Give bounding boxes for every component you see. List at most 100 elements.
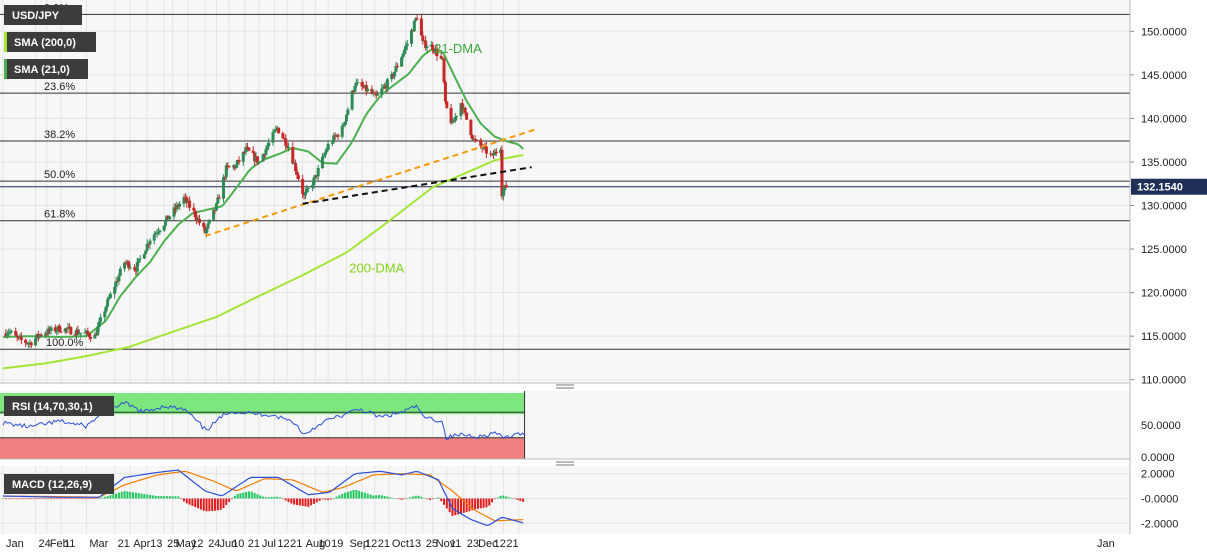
macd-histogram-bar <box>493 498 496 500</box>
x-tick-label: 21 <box>248 538 260 550</box>
macd-histogram-bar <box>516 498 519 500</box>
x-tick-label: 11 <box>450 538 461 550</box>
candle-body <box>424 40 428 49</box>
candle-body <box>376 94 380 96</box>
macd-histogram-bar <box>208 498 211 512</box>
x-tick-label: 21 <box>118 538 130 550</box>
candle-body <box>156 231 160 233</box>
candle-body <box>172 207 176 217</box>
candle-body <box>445 101 449 108</box>
macd-histogram-bar <box>160 496 163 499</box>
candle-body <box>294 163 298 172</box>
candle-body <box>148 240 152 245</box>
candle-body <box>415 18 419 20</box>
macd-histogram-bar <box>106 496 109 499</box>
price-panel[interactable] <box>0 0 1130 383</box>
candle-body <box>26 343 30 345</box>
macd-histogram-bar <box>344 492 347 499</box>
price-tick-label: 115.0000 <box>1141 331 1186 343</box>
macd-histogram-bar <box>214 498 217 511</box>
macd-histogram-bar <box>137 493 140 499</box>
trendline <box>302 166 532 205</box>
candle-body <box>227 166 231 168</box>
candle-body <box>19 336 23 340</box>
macd-histogram-bar <box>417 495 420 499</box>
macd-histogram-bar <box>78 498 81 500</box>
candle-body <box>222 177 226 199</box>
resize-handle-rsi[interactable] <box>556 384 574 389</box>
macd-legend[interactable]: MACD (12,26,9) <box>4 474 114 494</box>
macd-histogram-bar <box>394 498 397 500</box>
macd-histogram-bar <box>259 495 262 499</box>
macd-histogram-bar <box>377 495 380 499</box>
macd-histogram-bar <box>510 498 513 499</box>
macd-histogram-bar <box>13 498 16 500</box>
candle-body <box>53 327 57 332</box>
macd-histogram-bar <box>369 494 372 499</box>
macd-histogram-bar <box>146 494 149 499</box>
macd-histogram-bar <box>58 498 61 500</box>
candle-body <box>15 335 19 337</box>
candle-body <box>344 114 348 122</box>
candle-body <box>113 287 117 294</box>
symbol-label-text: USD/JPY <box>12 10 60 22</box>
macd-histogram-bar <box>513 498 516 500</box>
candle-body <box>469 119 473 136</box>
candle-body <box>267 142 271 147</box>
candle-body <box>366 89 370 92</box>
macd-histogram-bar <box>55 498 58 500</box>
macd-histogram-bar <box>270 496 273 499</box>
candle-body <box>465 112 469 120</box>
macd-histogram-bar <box>462 498 465 513</box>
macd-histogram-bar <box>242 492 245 499</box>
candle-body <box>325 149 329 153</box>
x-tick-label: Mar <box>89 538 108 550</box>
macd-histogram-bar <box>250 491 253 499</box>
resize-handle-macd[interactable] <box>556 461 574 466</box>
sma200-legend-text: SMA (200,0) <box>14 37 76 49</box>
macd-histogram-bar <box>180 498 183 500</box>
macd-histogram-bar <box>321 498 324 500</box>
candle-body <box>145 243 149 251</box>
candle-body <box>178 203 182 207</box>
candle-body <box>49 327 53 331</box>
macd-histogram-bar <box>134 492 137 499</box>
candle-body <box>162 225 166 231</box>
x-tick-label: 10 <box>232 538 244 550</box>
rsi-legend[interactable]: RSI (14,70,30,1) <box>4 396 114 416</box>
candle-body <box>34 338 38 346</box>
macd-histogram-bar <box>86 498 89 500</box>
x-tick-label: 12 <box>365 538 377 550</box>
macd-histogram-bar <box>233 495 236 499</box>
candle-body <box>271 132 275 143</box>
rsi-line <box>2 401 525 440</box>
macd-chart <box>2 469 525 526</box>
macd-histogram-bar <box>205 498 208 512</box>
macd-histogram-bar <box>61 498 64 500</box>
macd-histogram-bar <box>16 498 19 500</box>
macd-histogram-bar <box>358 490 361 499</box>
candle-body <box>405 43 409 46</box>
macd-histogram-bar <box>287 498 290 502</box>
macd-histogram-bar <box>389 497 392 499</box>
candle-body <box>326 143 330 150</box>
candlesticks <box>4 14 508 349</box>
macd-histogram-bar <box>341 493 344 499</box>
macd-histogram-bar <box>199 498 202 510</box>
candle-body <box>443 82 447 102</box>
sma21-legend[interactable]: SMA (21,0) <box>4 59 88 79</box>
candle-body <box>404 45 408 50</box>
x-tick-label: Jan <box>6 538 24 550</box>
x-tick-label: 12 <box>277 538 289 550</box>
macd-histogram-bar <box>83 498 86 500</box>
macd-histogram-bar <box>165 496 168 499</box>
candle-body <box>482 146 486 149</box>
candle-body <box>257 161 261 163</box>
sma200-legend[interactable]: SMA (200,0) <box>4 32 96 52</box>
candle-body <box>138 258 142 260</box>
candle-body <box>264 149 268 156</box>
symbol-label[interactable]: USD/JPY <box>4 5 82 25</box>
macd-histogram-bar <box>211 498 214 511</box>
macd-tick-label: -2.0000 <box>1141 518 1178 530</box>
